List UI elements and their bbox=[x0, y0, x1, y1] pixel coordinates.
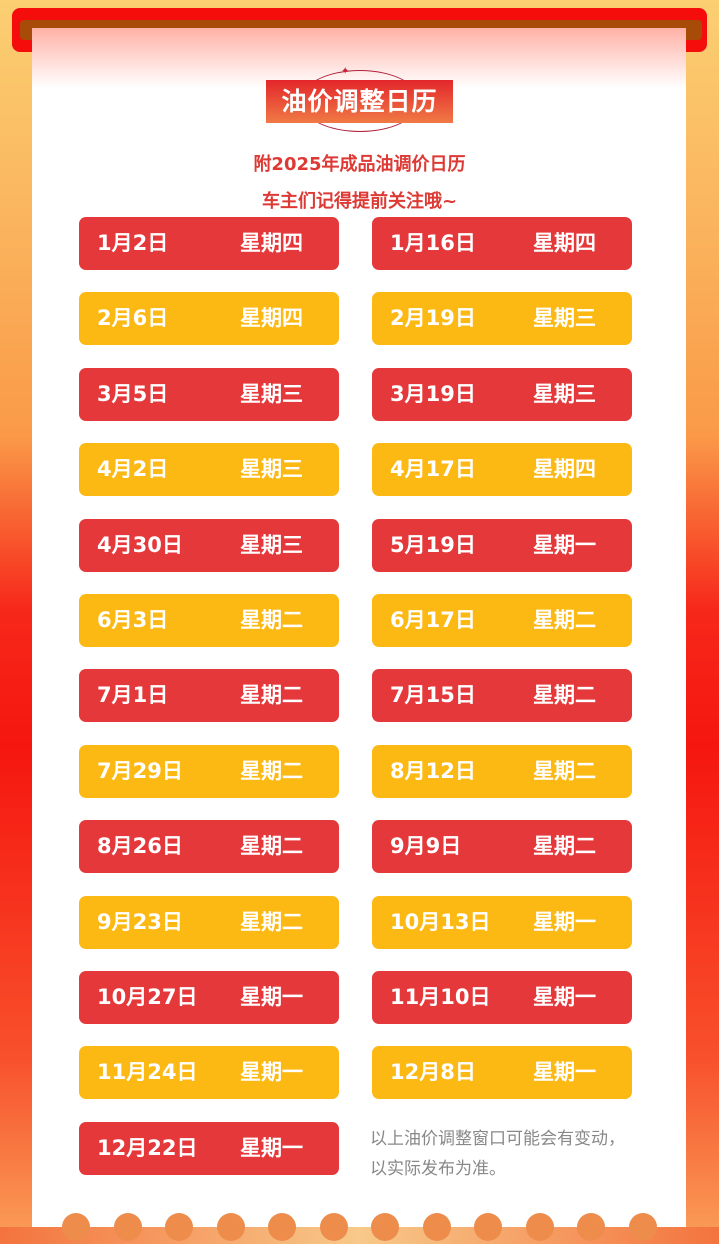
scallop-decoration bbox=[577, 1213, 605, 1241]
date-pill: 8月12日 星期二 bbox=[372, 744, 632, 798]
date-label: 11月24日 bbox=[97, 1060, 198, 1085]
date-label: 6月3日 bbox=[97, 608, 169, 632]
date-label: 3月19日 bbox=[390, 381, 476, 406]
date-label: 11月10日 bbox=[390, 985, 491, 1009]
disclaimer: 以上油价调整窗口可能会有变动， 以实际发布为准。 bbox=[370, 1124, 625, 1184]
scallop-decoration bbox=[474, 1213, 502, 1241]
date-label: 9月9日 bbox=[390, 834, 462, 859]
weekday-label: 星期一 bbox=[533, 532, 596, 557]
weekday-label: 星期三 bbox=[240, 457, 303, 482]
date-pill: 7月1日 星期二 bbox=[79, 669, 339, 723]
weekday-label: 星期二 bbox=[533, 683, 596, 708]
date-pill: 3月5日 星期三 bbox=[79, 367, 339, 421]
date-label: 4月30日 bbox=[97, 532, 183, 557]
date-label: 5月19日 bbox=[390, 532, 476, 557]
disclaimer-line: 以实际发布为准。 bbox=[370, 1159, 506, 1179]
page-title: 油价调整日历 bbox=[266, 80, 453, 123]
date-label: 3月5日 bbox=[97, 381, 169, 406]
weekday-label: 星期三 bbox=[533, 306, 596, 331]
weekday-label: 星期二 bbox=[533, 834, 596, 859]
date-label: 2月19日 bbox=[390, 306, 476, 331]
date-pill: 5月19日 星期一 bbox=[372, 518, 632, 572]
weekday-label: 星期二 bbox=[533, 758, 596, 783]
subtitle-note: 车主们记得提前关注哦~ bbox=[261, 191, 458, 212]
date-label: 1月16日 bbox=[390, 231, 476, 255]
scallop-decoration bbox=[62, 1213, 90, 1241]
date-label: 6月17日 bbox=[390, 608, 476, 632]
date-pill: 6月3日 星期二 bbox=[79, 594, 339, 647]
weekday-label: 星期三 bbox=[240, 532, 303, 557]
date-pill: 1月16日 星期四 bbox=[372, 217, 632, 270]
date-label: 10月27日 bbox=[97, 985, 198, 1009]
disclaimer-line: 以上油价调整窗口可能会有变动， bbox=[370, 1129, 625, 1149]
weekday-label: 星期二 bbox=[240, 834, 303, 859]
date-label: 8月12日 bbox=[390, 758, 476, 783]
scallop-decoration bbox=[628, 1213, 657, 1241]
date-label: 9月23日 bbox=[97, 909, 183, 934]
weekday-label: 星期二 bbox=[240, 758, 303, 783]
weekday-label: 星期一 bbox=[533, 985, 596, 1009]
weekday-label: 星期四 bbox=[240, 306, 303, 331]
scallop-decoration bbox=[113, 1213, 142, 1241]
date-label: 4月2日 bbox=[97, 457, 169, 482]
scallop-decoration bbox=[371, 1213, 399, 1241]
subtitle: 附2025年成品油调价日历 bbox=[253, 154, 466, 175]
date-pill: 3月19日 星期三 bbox=[372, 367, 632, 421]
scallop-decoration bbox=[268, 1213, 296, 1241]
date-pill: 10月27日 星期一 bbox=[79, 971, 339, 1024]
date-pill: 12月8日 星期一 bbox=[372, 1046, 632, 1100]
scallop-decoration bbox=[422, 1213, 451, 1241]
scallop-decoration bbox=[165, 1213, 193, 1241]
weekday-label: 星期一 bbox=[240, 1060, 303, 1085]
scallop-decoration bbox=[525, 1213, 554, 1241]
date-pill: 4月2日 星期三 bbox=[79, 443, 339, 497]
date-pill: 7月29日 星期二 bbox=[79, 744, 339, 798]
date-label: 7月29日 bbox=[97, 758, 183, 783]
weekday-label: 星期四 bbox=[240, 231, 303, 255]
weekday-label: 星期二 bbox=[240, 608, 303, 632]
weekday-label: 星期二 bbox=[533, 608, 596, 632]
date-pill: 9月23日 星期二 bbox=[79, 895, 339, 949]
scallop-decoration bbox=[319, 1213, 348, 1241]
date-pill: 6月17日 星期二 bbox=[372, 594, 632, 647]
date-label: 7月15日 bbox=[390, 683, 476, 708]
date-pill: 9月9日 星期二 bbox=[372, 820, 632, 874]
date-pill: 11月10日 星期一 bbox=[372, 971, 632, 1024]
date-label: 7月1日 bbox=[97, 683, 169, 708]
scallop-decoration bbox=[216, 1213, 245, 1241]
weekday-label: 星期一 bbox=[533, 1060, 596, 1085]
date-label: 1月2日 bbox=[97, 231, 169, 255]
weekday-label: 星期三 bbox=[533, 381, 596, 406]
date-label: 12月8日 bbox=[390, 1060, 476, 1085]
weekday-label: 星期一 bbox=[533, 909, 596, 934]
weekday-label: 星期一 bbox=[240, 1135, 303, 1160]
weekday-label: 星期四 bbox=[533, 231, 596, 255]
date-pill: 1月2日 星期四 bbox=[79, 217, 339, 270]
date-pill: 2月6日 星期四 bbox=[79, 292, 339, 346]
date-label: 4月17日 bbox=[390, 457, 476, 482]
date-label: 2月6日 bbox=[97, 306, 169, 331]
weekday-label: 星期一 bbox=[240, 985, 303, 1009]
date-pill: 12月22日 星期一 bbox=[79, 1121, 339, 1175]
date-pill: 11月24日 星期一 bbox=[79, 1046, 339, 1100]
date-pill: 4月30日 星期三 bbox=[79, 518, 339, 572]
bottom-strip bbox=[0, 1227, 719, 1244]
weekday-label: 星期三 bbox=[240, 381, 303, 406]
date-label: 10月13日 bbox=[390, 909, 491, 934]
weekday-label: 星期二 bbox=[240, 683, 303, 708]
date-pill: 2月19日 星期三 bbox=[372, 292, 632, 346]
weekday-label: 星期二 bbox=[240, 909, 303, 934]
weekday-label: 星期四 bbox=[533, 457, 596, 482]
date-pill: 8月26日 星期二 bbox=[79, 820, 339, 874]
date-pill: 7月15日 星期二 bbox=[372, 669, 632, 723]
date-label: 12月22日 bbox=[97, 1135, 198, 1160]
date-label: 8月26日 bbox=[97, 834, 183, 859]
date-pill: 10月13日 星期一 bbox=[372, 895, 632, 949]
date-pill: 4月17日 星期四 bbox=[372, 443, 632, 497]
sparkle-icon: ✦ bbox=[341, 66, 350, 77]
